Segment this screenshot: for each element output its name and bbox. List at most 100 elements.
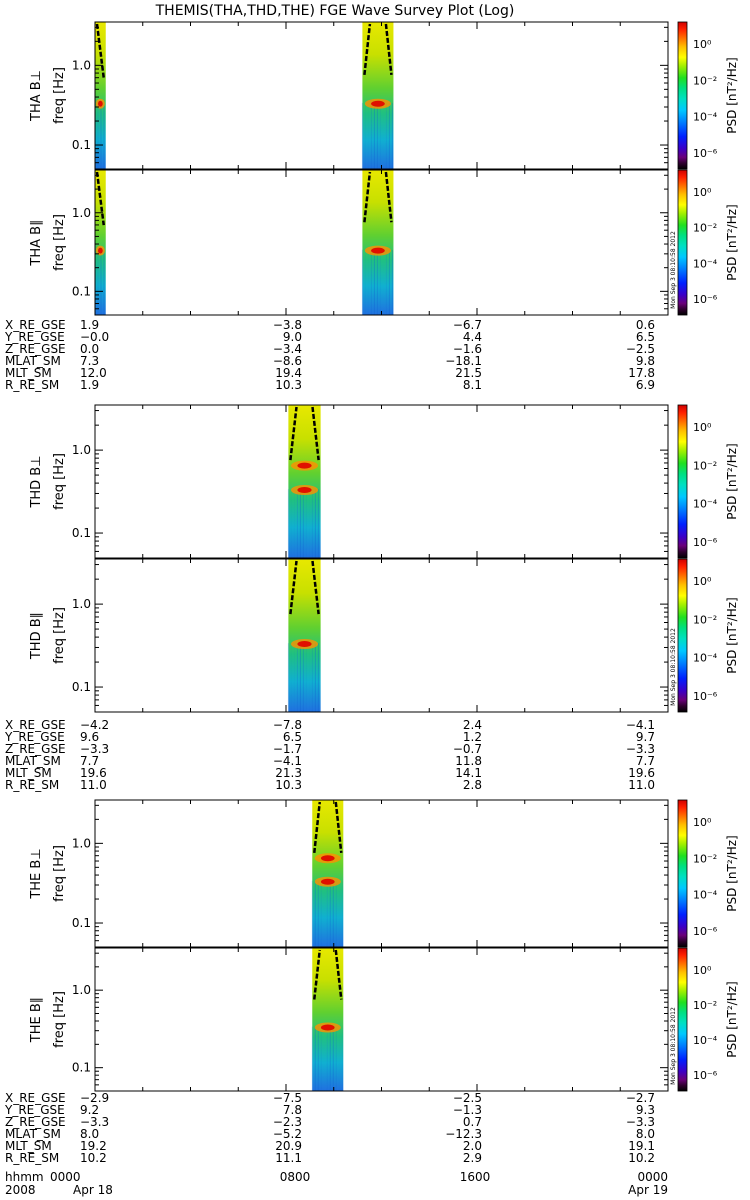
colorbar-tick-label: 10⁰ [693, 816, 712, 829]
ephemeris-block: X_RE_GSE 1.9 −3.8 −6.7 0.6 Y_RE_GSE −0.0 9.0 4.4… [4, 318, 655, 392]
ylabel: freq [Hz] [52, 607, 67, 664]
date-label: Apr 18 [73, 1183, 113, 1197]
colorbar [677, 947, 688, 1092]
colorbar-tick-label: 10⁻⁶ [693, 925, 718, 938]
colorbar-tick-label: 10⁻² [693, 852, 717, 865]
colorbar-tick-label: 10⁻² [693, 222, 717, 235]
time-row2-label: 2008 [5, 1183, 36, 1197]
ephemeris-row-label: X_RE_GSE [5, 318, 66, 332]
spectrogram-panels: 1.0 0.1 THA B⊥ freq [Hz] 10⁰ 10⁻² 10⁻⁴ 10⁻⁶ PSD … [29, 21, 739, 1092]
ylabel: freq [Hz] [52, 845, 67, 902]
ephemeris-value: 0.6 [636, 318, 655, 332]
gyrofrequency-line [363, 171, 372, 223]
ephemeris-value: 9.6 [80, 730, 99, 744]
ephemeris-value: −3.4 [273, 342, 302, 356]
ephemeris-row-label: Z_RE_GSE [5, 342, 66, 356]
ephemeris-value: 2.0 [463, 1139, 482, 1153]
ephemeris-row-label: MLAT_SM [5, 754, 61, 768]
gyrofrequency-line [384, 23, 393, 76]
frequency-band-core [297, 487, 312, 494]
gyrofrequency-line [334, 801, 343, 854]
ephemeris-value: −3.3 [626, 742, 655, 756]
timestamp-stamp: Mon Sep 3 08:10:58 2012 [670, 628, 677, 706]
panel-frame [94, 404, 669, 559]
colorbar [677, 558, 688, 713]
ephemeris-value: −3.3 [626, 1115, 655, 1129]
ephemeris-row-label: R_RE_SM [5, 378, 59, 392]
panel-frame [94, 558, 669, 713]
y-tick-label: 0.1 [72, 138, 91, 152]
colorbar-label: PSD [nT²/Hz] [725, 443, 739, 519]
ephemeris-value: 6.9 [636, 378, 655, 392]
ephemeris-value: −4.1 [273, 754, 302, 768]
panel-label: THE B∥ [29, 997, 44, 1043]
spectrogram-panel: 1.0 0.1 THD B∥ freq [Hz] 10⁰ 10⁻² 10⁻⁴ 10⁻⁶ PSD … [29, 558, 739, 713]
ephemeris-value: 7.7 [80, 754, 99, 768]
colorbar-tick-label: 10⁰ [693, 38, 712, 51]
ephemeris-value: −4.1 [626, 718, 655, 732]
ephemeris-value: 9.8 [636, 354, 655, 368]
ephemeris-value: −1.6 [453, 342, 482, 356]
ephemeris-value: 10.3 [275, 778, 302, 792]
ephemeris-value: −3.8 [273, 318, 302, 332]
gyrofrequency-line [313, 949, 322, 1000]
ephemeris-value: 12.0 [80, 366, 107, 380]
ephemeris-row-label: Y_RE_GSE [4, 330, 65, 344]
gyrofrequency-line [311, 406, 320, 461]
colorbar-tick-label: 10⁻² [693, 74, 717, 87]
colorbar-tick-label: 10⁻⁶ [693, 690, 718, 703]
time-tick-label: 0800 [280, 1170, 311, 1184]
ephemeris-value: −12.3 [445, 1127, 482, 1141]
time-tick-label: 1600 [460, 1170, 491, 1184]
time-tick-label: 0000 [50, 1170, 81, 1184]
ephemeris-value: 20.9 [275, 1139, 302, 1153]
colorbar-label: PSD [nT²/Hz] [725, 597, 739, 673]
timestamp-stamp: Mon Sep 3 08:10:58 2012 [670, 1007, 677, 1085]
gyrofrequency-line [311, 560, 320, 615]
y-tick-label: 1.0 [72, 597, 91, 611]
ephemeris-value: 7.3 [80, 354, 99, 368]
ephemeris-value: 11.8 [455, 754, 482, 768]
ephemeris-value: −2.7 [626, 1091, 655, 1105]
ephemeris-value: 19.1 [628, 1139, 655, 1153]
ephemeris-value: 10.2 [628, 1151, 655, 1165]
ephemeris-value: 6.5 [283, 730, 302, 744]
ephemeris-value: 2.8 [463, 778, 482, 792]
colorbar-label: PSD [nT²/Hz] [725, 57, 739, 133]
ephemeris-table: X_RE_GSE 1.9 −3.8 −6.7 0.6 Y_RE_GSE −0.0 9.0 4.4… [4, 318, 655, 1165]
ylabel: freq [Hz] [52, 991, 67, 1048]
ephemeris-row-label: X_RE_GSE [5, 1091, 66, 1105]
ylabel: freq [Hz] [52, 453, 67, 510]
panel-label: THD B∥ [29, 612, 44, 660]
ephemeris-value: 11.0 [628, 778, 655, 792]
ephemeris-value: −2.9 [80, 1091, 109, 1105]
y-tick-label: 1.0 [72, 836, 91, 850]
panel-label: THD B⊥ [29, 455, 44, 508]
ephemeris-value: 8.1 [463, 378, 482, 392]
ephemeris-row-label: MLAT_SM [5, 1127, 61, 1141]
colorbar-tick-label: 10⁰ [693, 964, 712, 977]
colorbar [677, 799, 688, 948]
gyrofrequency-line [313, 801, 322, 854]
ephemeris-row-label: X_RE_GSE [5, 718, 66, 732]
panel-frame [94, 799, 669, 948]
ephemeris-value: 6.5 [636, 330, 655, 344]
ephemeris-value: 9.0 [283, 330, 302, 344]
timestamp-stamp: Mon Sep 3 08:10:58 2012 [670, 231, 677, 309]
ephemeris-value: 19.4 [275, 366, 302, 380]
ephemeris-value: 9.3 [636, 1103, 655, 1117]
ephemeris-row-label: Y_RE_GSE [4, 730, 65, 744]
ephemeris-value: −18.1 [445, 354, 482, 368]
colorbar-tick-label: 10⁻⁴ [693, 111, 718, 124]
frequency-band-core [320, 855, 335, 862]
colorbar-label: PSD [nT²/Hz] [725, 204, 739, 280]
gyrofrequency-line [384, 171, 393, 223]
ephemeris-row-label: MLT_SM [5, 766, 52, 780]
colorbar-tick-label: 10⁻⁶ [693, 293, 718, 306]
ylabel: freq [Hz] [52, 67, 67, 124]
ephemeris-value: 11.1 [275, 1151, 302, 1165]
ephemeris-value: −0.7 [453, 742, 482, 756]
colorbar-tick-label: 10⁻⁶ [693, 536, 718, 549]
colorbar-tick-label: 10⁰ [693, 186, 712, 199]
